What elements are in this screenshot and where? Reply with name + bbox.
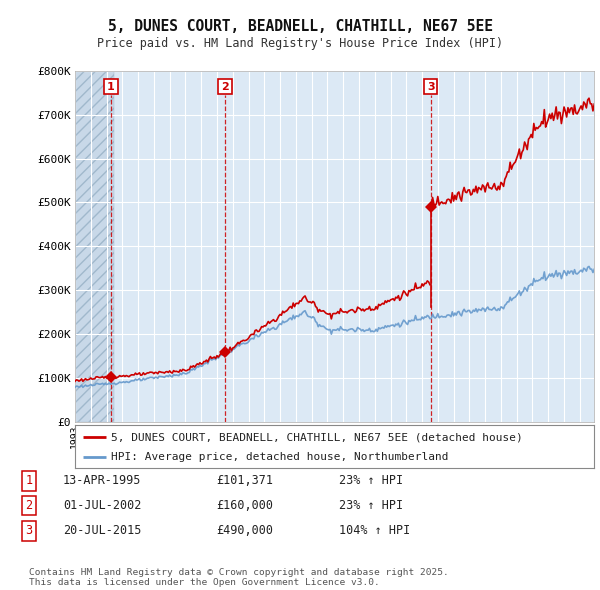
Text: 2: 2 <box>25 499 32 512</box>
Text: HPI: Average price, detached house, Northumberland: HPI: Average price, detached house, Nort… <box>112 453 449 462</box>
Text: 5, DUNES COURT, BEADNELL, CHATHILL, NE67 5EE (detached house): 5, DUNES COURT, BEADNELL, CHATHILL, NE67… <box>112 432 523 442</box>
Text: £160,000: £160,000 <box>216 499 273 512</box>
Text: 1: 1 <box>107 81 115 91</box>
Text: £101,371: £101,371 <box>216 474 273 487</box>
Text: 2: 2 <box>221 81 229 91</box>
Text: £490,000: £490,000 <box>216 525 273 537</box>
Text: 13-APR-1995: 13-APR-1995 <box>63 474 142 487</box>
Text: 5, DUNES COURT, BEADNELL, CHATHILL, NE67 5EE: 5, DUNES COURT, BEADNELL, CHATHILL, NE67… <box>107 19 493 34</box>
Bar <box>75 71 115 422</box>
Text: 3: 3 <box>25 525 32 537</box>
Text: 20-JUL-2015: 20-JUL-2015 <box>63 525 142 537</box>
Text: Price paid vs. HM Land Registry's House Price Index (HPI): Price paid vs. HM Land Registry's House … <box>97 37 503 50</box>
Text: 23% ↑ HPI: 23% ↑ HPI <box>339 474 403 487</box>
Text: 01-JUL-2002: 01-JUL-2002 <box>63 499 142 512</box>
Text: 104% ↑ HPI: 104% ↑ HPI <box>339 525 410 537</box>
Text: Contains HM Land Registry data © Crown copyright and database right 2025.
This d: Contains HM Land Registry data © Crown c… <box>29 568 449 587</box>
Text: 23% ↑ HPI: 23% ↑ HPI <box>339 499 403 512</box>
Text: 1: 1 <box>25 474 32 487</box>
Text: 3: 3 <box>427 81 434 91</box>
